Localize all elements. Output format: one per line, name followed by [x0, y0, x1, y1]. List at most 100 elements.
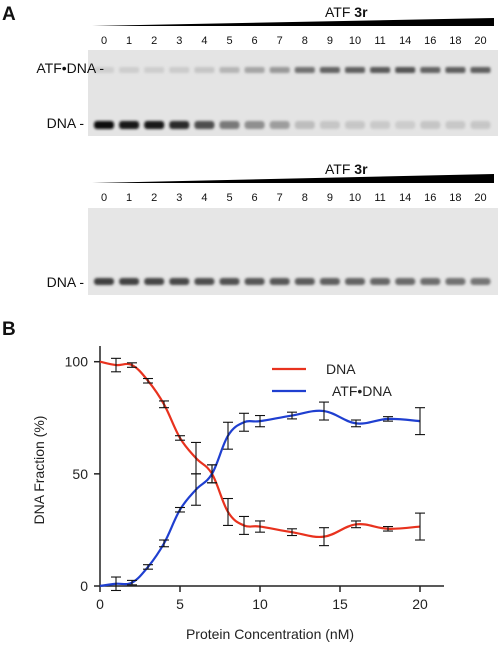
error-bar: [143, 377, 153, 384]
gel2-dna-band: [219, 278, 240, 285]
lane-label: 14: [399, 35, 411, 47]
gel1-complex-band: [294, 67, 315, 73]
error-bar: [383, 526, 393, 532]
gel1-dna-band: [395, 121, 416, 129]
error-bar: [383, 416, 393, 422]
gel2-dna-band: [345, 278, 365, 285]
lane-label: 1: [126, 35, 132, 47]
gel2-header: ATF 3r 0 1 2 3 4 5 6 7 8 9 10 11 14 16 18 20: [92, 161, 494, 204]
gel1-dna-band: [244, 121, 265, 129]
lane-label: 18: [449, 192, 461, 204]
gel2-dna-band: [470, 278, 491, 285]
lane-label: 16: [424, 35, 436, 47]
y-tick-label: 100: [65, 354, 89, 370]
gel1-dna-band: [445, 121, 466, 129]
panel-a-label: A: [2, 4, 16, 25]
error-bar: [255, 520, 265, 533]
gel1-complex-band: [345, 67, 365, 73]
lane-label: 18: [449, 35, 461, 47]
lane-label: 9: [327, 35, 333, 47]
panel-b-label: B: [2, 319, 16, 340]
gel2-dna-band: [119, 278, 140, 285]
gel2-dna-band: [294, 278, 315, 285]
x-tick-label: 5: [176, 596, 184, 612]
gel2-lane-labels: 0 1 2 3 4 5 6 7 8 9 10 11 14 16 18 20: [101, 192, 487, 204]
series-line-complex: [99, 409, 421, 588]
gel1-header: ATF 3r 0 1 2 3 4 5 6 7 8 9 10 11 14 16 18 20: [92, 4, 494, 47]
gel2-dna-band: [269, 278, 290, 285]
gel2-dna-band: [445, 278, 466, 285]
lane-label: 16: [424, 192, 436, 204]
error-bar: [287, 411, 297, 420]
x-tick-label: 10: [252, 596, 268, 612]
gel1-dna-band: [194, 121, 215, 129]
gel1-dna-band: [219, 121, 240, 129]
gel1-dna-band: [470, 121, 491, 129]
gel1-complex-band: [395, 67, 416, 73]
error-bar: [191, 473, 201, 506]
gel1-dna-band: [169, 121, 190, 129]
error-bar: [319, 401, 329, 421]
gel1-label-dna: DNA -: [47, 115, 85, 131]
gel1-title: ATF 3r: [325, 4, 368, 20]
lane-label: 10: [349, 192, 361, 204]
error-bar: [415, 512, 425, 541]
lane-label: 0: [101, 192, 107, 204]
lane-label: 14: [399, 192, 411, 204]
series-line-dna: [99, 360, 421, 539]
gel1-lane-labels: 0 1 2 3 4 5 6 7 8 9 10 11 14 16 18 20: [101, 35, 487, 47]
lane-label: 0: [101, 35, 107, 47]
lane-label: 8: [302, 35, 308, 47]
error-bar: [207, 464, 217, 484]
lane-label: 6: [252, 192, 258, 204]
x-tick-label: 20: [412, 596, 428, 612]
gel1-complex-band: [269, 67, 290, 73]
error-bar: [239, 515, 249, 535]
gel2-dna-band: [244, 278, 265, 285]
error-bar: [223, 497, 233, 526]
gel1-complex-band: [119, 67, 140, 73]
gel1-dna-band: [319, 121, 340, 129]
error-bar: [159, 400, 169, 409]
error-bar: [127, 579, 137, 586]
lane-label: 20: [474, 35, 486, 47]
lane-label: 1: [126, 192, 132, 204]
gel1-complex-band: [94, 67, 114, 73]
y-tick-label: 0: [80, 578, 88, 594]
gel1-dna-band: [94, 121, 114, 129]
error-bar: [111, 357, 121, 373]
gel2-dna-band: [194, 278, 215, 285]
gel1-dna-band: [144, 121, 165, 129]
lane-label: 7: [277, 35, 283, 47]
gel2-concentration-wedge: [92, 174, 494, 183]
error-bar: [111, 576, 121, 592]
gel1-complex-band: [219, 67, 240, 73]
legend-label: DNA: [326, 361, 356, 377]
lane-label: 20: [474, 192, 486, 204]
error-bar: [223, 421, 233, 450]
gel2-dna-band: [420, 278, 441, 285]
gel1-dna-band: [420, 121, 441, 129]
lane-label: 4: [201, 35, 207, 47]
gel2-dna-band: [144, 278, 165, 285]
gel1-dna-band: [345, 121, 365, 129]
gel1-complex-band: [244, 67, 265, 73]
error-bar: [175, 435, 185, 441]
gel1-dna-band: [269, 121, 290, 129]
lane-label: 2: [151, 35, 157, 47]
gel2-dna-band: [169, 278, 190, 285]
gel1-complex-band: [445, 67, 466, 73]
gel1-dna-band: [294, 121, 315, 129]
gel1-complex-band: [319, 67, 340, 73]
error-bar: [255, 414, 265, 428]
gel2-label-dna: DNA -: [47, 274, 85, 290]
x-tick-label: 15: [332, 596, 348, 612]
gel2-dna-band: [395, 278, 416, 285]
lane-label: 6: [252, 35, 258, 47]
gel1-concentration-wedge: [92, 18, 494, 26]
lane-label: 4: [201, 192, 207, 204]
error-bar: [143, 564, 153, 570]
lane-label: 11: [374, 192, 385, 204]
lane-label: 2: [151, 192, 157, 204]
